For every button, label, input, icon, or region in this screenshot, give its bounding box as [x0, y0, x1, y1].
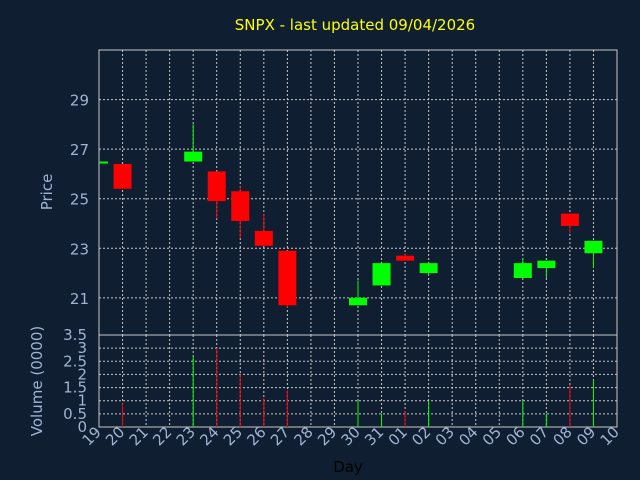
candle-body — [231, 191, 250, 221]
x-tick-labels: 1920212223242526272829303101020304050607… — [79, 423, 623, 449]
price-tick-label: 25 — [70, 191, 89, 209]
candlestick-series — [99, 124, 603, 308]
candle-body — [184, 151, 203, 162]
candle-body — [584, 240, 603, 254]
price-tick-label: 21 — [70, 290, 89, 308]
volume-tick-label: 2 — [77, 365, 87, 383]
candle-body — [396, 255, 415, 261]
x-axis-label: Day — [333, 458, 363, 476]
candle-body — [254, 230, 273, 246]
candle-body — [207, 171, 226, 202]
volume-tick-label: 0 — [77, 418, 87, 436]
price-tick-labels: 21 23 25 27 29 — [70, 92, 89, 308]
candle-body — [560, 213, 579, 226]
price-tick-label: 29 — [70, 92, 89, 110]
candle-body — [537, 260, 556, 269]
price-tick-label: 23 — [70, 240, 89, 258]
candle-body — [113, 164, 132, 189]
candle-body — [349, 297, 367, 306]
volume-tick-label: 3.5 — [63, 326, 87, 344]
volume-tick-label: 0.5 — [63, 405, 87, 423]
volume-tick-labels: 00.511.522.533.5 — [63, 326, 87, 436]
volume-tick-label: 1 — [77, 392, 87, 410]
candle-body — [278, 250, 297, 306]
price-tick-label: 27 — [70, 141, 89, 159]
volume-tick-label: 3 — [77, 339, 87, 357]
volume-tick-label: 1.5 — [63, 379, 87, 397]
candle-body — [513, 263, 532, 278]
candle-body — [419, 263, 438, 274]
chart-title: SNPX - last updated 09/04/2026 — [235, 16, 475, 34]
price-axis-label: Price — [38, 174, 56, 211]
volume-axis-label: Volume (0000) — [28, 326, 46, 436]
volume-series — [122, 348, 594, 427]
candle-body — [99, 161, 108, 164]
candle-body — [372, 263, 391, 286]
volume-tick-label: 2.5 — [63, 352, 87, 370]
